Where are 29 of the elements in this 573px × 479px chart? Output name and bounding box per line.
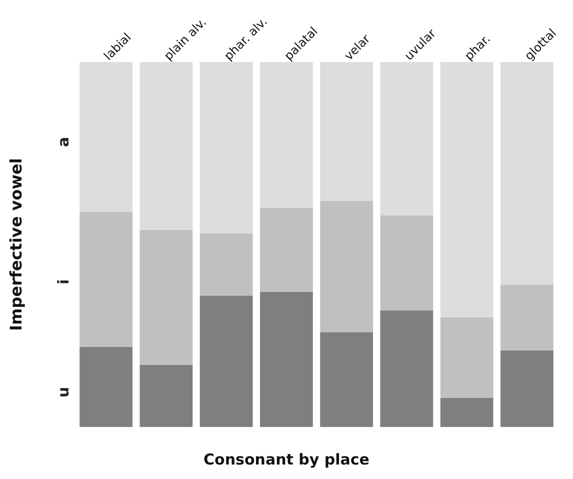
text: i [54, 279, 73, 284]
bar [320, 200, 374, 332]
bar [140, 364, 193, 427]
bar [200, 62, 253, 234]
bar [500, 284, 554, 350]
bar [320, 332, 374, 427]
bar [260, 208, 313, 292]
bar [260, 292, 313, 427]
bar [80, 346, 133, 427]
bar [200, 234, 253, 296]
bar [380, 310, 434, 427]
bar [440, 62, 494, 318]
bar [80, 62, 133, 212]
bar [140, 230, 193, 365]
bar [80, 212, 133, 347]
bar [380, 215, 434, 310]
bar [500, 62, 554, 285]
bar [440, 318, 494, 398]
bar [320, 62, 374, 201]
text: u [54, 386, 73, 398]
bar [380, 62, 434, 216]
text: a [54, 136, 73, 147]
bar [140, 62, 193, 230]
bar [200, 296, 253, 427]
bar [260, 62, 313, 208]
bar [440, 398, 494, 427]
x-axis-title: Consonant by place [204, 450, 370, 468]
y-axis-title: Imperfective vowel [6, 158, 26, 331]
bar [500, 350, 554, 427]
